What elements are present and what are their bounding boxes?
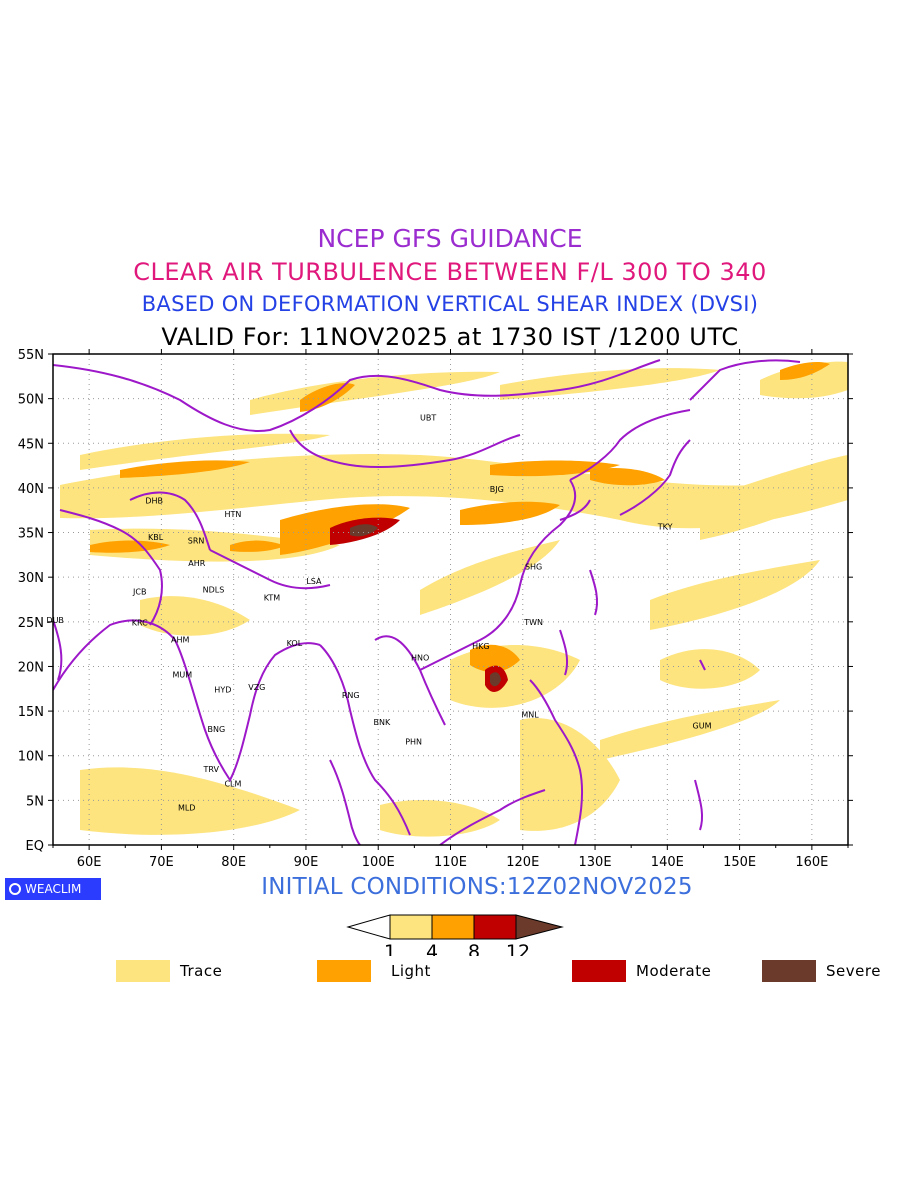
lon-label: 120E — [506, 855, 539, 870]
city-label-mld: MLD — [178, 804, 196, 813]
latitude-labels: 55N 50N 45N 40N 35N 30N 25N 20N 15N 10N 5N EQ — [18, 348, 44, 854]
title-valid-time: VALID For: 11NOV2025 at 1730 IST /1200 U… — [161, 323, 739, 351]
initial-conditions: INITIAL CONDITIONS:12Z02NOV2025 — [261, 874, 693, 900]
city-label-shg: SHG — [525, 562, 542, 571]
city-label-kol: KOL — [287, 639, 303, 648]
city-label-jcb: JCB — [132, 587, 146, 596]
colorbar-tick-label: 1 — [384, 941, 396, 956]
city-label-ubt: UBT — [420, 413, 436, 422]
trace-turbulence-areas — [60, 361, 848, 837]
light-turbulence-areas — [90, 362, 830, 672]
city-label-rng: RNG — [342, 691, 360, 700]
lon-label: 60E — [77, 855, 102, 870]
colorbar-low-arrow — [346, 914, 391, 940]
colorbar-tick-label: 4 — [426, 941, 438, 956]
colorbar-high-arrow — [515, 914, 564, 940]
colorbar-trace-box — [389, 914, 433, 940]
city-label-bng: BNG — [208, 725, 226, 734]
legend-item-moderate: Moderate — [572, 960, 711, 982]
colorbar: 1 4 8 12 — [346, 914, 564, 956]
lon-label: 70E — [149, 855, 174, 870]
lat-label: 35N — [18, 527, 44, 542]
lat-label: 5N — [26, 794, 44, 809]
city-label-hkg: HKG — [472, 642, 489, 651]
weaclim-logo: WEACLIM — [5, 878, 101, 900]
city-label-hyd: HYD — [214, 686, 231, 695]
city-label-srn: SRN — [188, 537, 205, 546]
lat-label: 20N — [18, 660, 44, 675]
city-labels: UBT BJG DHB HTN TKY KBL SRN AHR SHG LSA JCB NDLS KTM… — [46, 413, 711, 812]
city-label-clm: CLM — [224, 779, 241, 788]
legend-swatch-severe — [762, 960, 816, 982]
legend-label: Severe — [826, 962, 881, 980]
lon-label: 150E — [723, 855, 756, 870]
legend-item-trace: Trace — [116, 960, 222, 982]
city-label-mnl: MNL — [521, 711, 539, 720]
city-label-trv: TRV — [203, 765, 220, 774]
lon-label: 100E — [362, 855, 395, 870]
severe-turbulence-areas — [350, 524, 501, 687]
coastlines-and-borders — [53, 359, 801, 845]
legend-swatch-moderate — [572, 960, 626, 982]
city-label-hno: HNO — [411, 654, 429, 663]
logo-circle-icon — [9, 883, 21, 895]
city-label-dub: DUB — [46, 616, 64, 625]
lon-label: 110E — [434, 855, 467, 870]
legend-item-light: Light — [317, 960, 431, 982]
title-product: CLEAR AIR TURBULENCE BETWEEN F/L 300 TO … — [133, 258, 767, 286]
city-label-ktm: KTM — [264, 594, 281, 603]
title-method: BASED ON DEFORMATION VERTICAL SHEAR INDE… — [141, 292, 759, 316]
lat-label: 55N — [18, 348, 44, 363]
colorbar-tick-label: 12 — [506, 941, 530, 956]
city-label-bjg: BJG — [490, 485, 504, 494]
legend-label: Moderate — [636, 962, 712, 980]
lon-label: 90E — [294, 855, 319, 870]
axis-ticks — [48, 349, 853, 850]
legend-swatch-trace — [116, 960, 170, 982]
city-label-ahr: AHR — [188, 559, 205, 568]
lon-label: 80E — [221, 855, 246, 870]
city-label-htn: HTN — [225, 510, 242, 519]
colorbar-tick-label: 8 — [468, 941, 480, 956]
lat-label: 45N — [18, 437, 44, 452]
longitude-labels: 60E 70E 80E 90E 100E 110E 120E 130E 140E 150E 160E — [77, 855, 829, 870]
legend-label: Trace — [180, 962, 223, 980]
lat-label: 30N — [18, 571, 44, 586]
lat-label: EQ — [26, 839, 44, 854]
city-label-twn: TWN — [523, 618, 543, 627]
city-label-ndls: NDLS — [203, 586, 225, 595]
colorbar-moderate-box — [473, 914, 517, 940]
legend-swatch-light — [317, 960, 371, 982]
city-label-gum: GUM — [693, 721, 712, 730]
colorbar-light-box — [431, 914, 475, 940]
turbulence-map: 55N 50N 45N 40N 35N 30N 25N 20N 15N 10N 5N EQ 60E 70… — [18, 348, 853, 870]
city-label-vzg: VZG — [248, 683, 265, 692]
city-label-bnk: BNK — [373, 718, 390, 727]
lat-label: 25N — [18, 616, 44, 631]
city-label-phn: PHN — [405, 737, 422, 746]
lat-label: 40N — [18, 482, 44, 497]
city-label-ahm: AHM — [171, 636, 189, 645]
lon-label: 130E — [579, 855, 612, 870]
city-label-dhb: DHB — [145, 496, 163, 505]
lat-label: 10N — [18, 750, 44, 765]
lon-label: 160E — [795, 855, 828, 870]
city-label-lsa: LSA — [306, 577, 322, 586]
legend-label: Light — [391, 962, 431, 980]
lat-label: 15N — [18, 705, 44, 720]
city-label-krc: KRC — [132, 619, 148, 628]
lon-label: 140E — [651, 855, 684, 870]
logo-text: WEACLIM — [25, 882, 82, 896]
legend-item-severe: Severe — [762, 960, 881, 982]
city-label-mum: MUM — [173, 670, 193, 679]
title-model: NCEP GFS GUIDANCE — [317, 224, 583, 253]
lat-label: 50N — [18, 393, 44, 408]
city-label-tky: TKY — [657, 522, 673, 531]
city-label-kbl: KBL — [148, 533, 164, 542]
